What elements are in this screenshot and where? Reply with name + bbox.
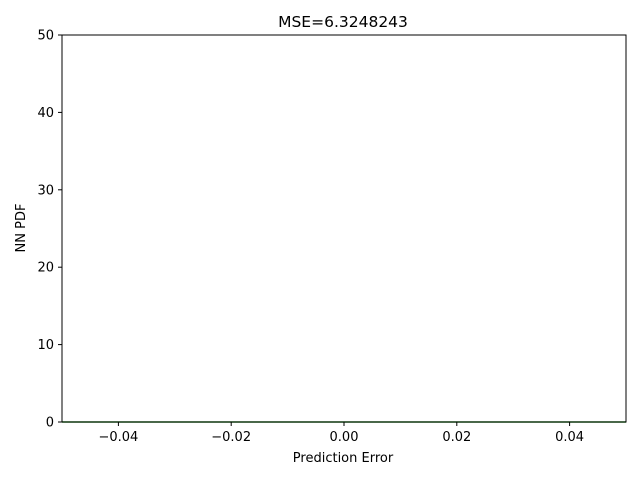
y-tick-label: 10 <box>37 338 54 353</box>
x-tick-label: 0.04 <box>555 430 584 445</box>
x-tick-label: −0.04 <box>98 430 138 445</box>
x-tick-label: −0.02 <box>211 430 251 445</box>
y-tick-label: 0 <box>46 416 54 431</box>
chart-title: MSE=6.3248243 <box>278 13 408 31</box>
y-tick-label: 20 <box>37 261 54 276</box>
y-tick-label: 40 <box>37 106 54 121</box>
x-tick-label: 0.02 <box>442 430 471 445</box>
x-tick-label: 0.00 <box>330 430 359 445</box>
x-axis-label: Prediction Error <box>293 451 394 466</box>
y-tick-label: 30 <box>37 183 54 198</box>
y-tick-label: 50 <box>37 29 54 44</box>
y-axis-label: NN PDF <box>14 204 29 253</box>
ticks-layer: −0.04 −0.02 0.00 0.02 0.04 0 10 20 30 40 50 <box>37 29 584 446</box>
